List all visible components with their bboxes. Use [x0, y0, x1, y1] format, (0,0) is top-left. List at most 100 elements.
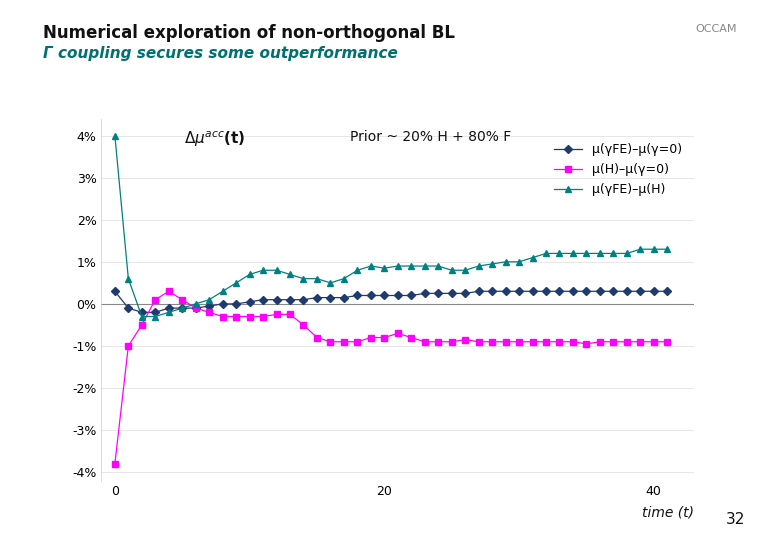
μ(γFE)–μ(H): [326, 280, 335, 286]
μ(γFE)–μ(γ=0): [164, 305, 173, 312]
μ(H)–μ(γ=0): [232, 313, 241, 320]
μ(γFE)–μ(H): [339, 275, 349, 282]
μ(H)–μ(γ=0): [353, 339, 362, 345]
μ(γFE)–μ(γ=0): [124, 305, 133, 312]
μ(H)–μ(γ=0): [393, 330, 402, 336]
μ(γFE)–μ(H): [299, 275, 308, 282]
μ(γFE)–μ(γ=0): [595, 288, 604, 294]
μ(H)–μ(γ=0): [434, 339, 443, 345]
μ(γFE)–μ(γ=0): [474, 288, 484, 294]
μ(γFE)–μ(H): [366, 263, 375, 269]
μ(γFE)–μ(γ=0): [582, 288, 591, 294]
μ(γFE)–μ(γ=0): [608, 288, 618, 294]
Line: μ(γFE)–μ(H): μ(γFE)–μ(H): [112, 132, 671, 320]
μ(H)–μ(γ=0): [299, 322, 308, 328]
μ(H)–μ(γ=0): [662, 339, 672, 345]
μ(γFE)–μ(H): [151, 313, 160, 320]
μ(γFE)–μ(γ=0): [555, 288, 564, 294]
μ(H)–μ(γ=0): [420, 339, 430, 345]
μ(γFE)–μ(γ=0): [460, 290, 470, 296]
μ(γFE)–μ(H): [191, 301, 200, 307]
μ(γFE)–μ(H): [528, 254, 537, 261]
Text: Prior ~ 20% H + 80% F: Prior ~ 20% H + 80% F: [350, 130, 512, 144]
Legend: μ(γFE)–μ(γ=0), μ(H)–μ(γ=0), μ(γFE)–μ(H): μ(γFE)–μ(γ=0), μ(H)–μ(γ=0), μ(γFE)–μ(H): [555, 143, 682, 196]
μ(γFE)–μ(γ=0): [326, 294, 335, 301]
μ(H)–μ(γ=0): [312, 334, 321, 341]
μ(γFE)–μ(H): [164, 309, 173, 315]
μ(γFE)–μ(H): [285, 271, 295, 278]
μ(γFE)–μ(H): [582, 250, 591, 256]
μ(H)–μ(γ=0): [622, 339, 632, 345]
μ(γFE)–μ(H): [488, 261, 497, 267]
Text: Γ coupling secures some outperformance: Γ coupling secures some outperformance: [43, 46, 398, 61]
Text: time (t): time (t): [642, 506, 694, 520]
μ(γFE)–μ(γ=0): [636, 288, 645, 294]
μ(γFE)–μ(γ=0): [339, 294, 349, 301]
μ(H)–μ(γ=0): [178, 296, 187, 303]
μ(H)–μ(γ=0): [569, 339, 578, 345]
μ(γFE)–μ(γ=0): [447, 290, 456, 296]
μ(γFE)–μ(γ=0): [258, 296, 268, 303]
Line: μ(H)–μ(γ=0): μ(H)–μ(γ=0): [112, 288, 670, 467]
μ(γFE)–μ(H): [555, 250, 564, 256]
μ(H)–μ(γ=0): [366, 334, 375, 341]
μ(H)–μ(γ=0): [218, 313, 227, 320]
μ(H)–μ(γ=0): [258, 313, 268, 320]
μ(H)–μ(γ=0): [447, 339, 456, 345]
μ(γFE)–μ(H): [460, 267, 470, 273]
μ(γFE)–μ(H): [312, 275, 321, 282]
μ(γFE)–μ(γ=0): [406, 292, 416, 299]
μ(γFE)–μ(H): [420, 263, 430, 269]
μ(γFE)–μ(H): [434, 263, 443, 269]
μ(γFE)–μ(H): [218, 288, 227, 294]
μ(H)–μ(γ=0): [555, 339, 564, 345]
μ(γFE)–μ(H): [353, 267, 362, 273]
μ(H)–μ(γ=0): [636, 339, 645, 345]
μ(γFE)–μ(γ=0): [366, 292, 375, 299]
Text: OCCAM: OCCAM: [696, 24, 737, 35]
μ(γFE)–μ(γ=0): [272, 296, 282, 303]
μ(H)–μ(γ=0): [595, 339, 604, 345]
μ(γFE)–μ(H): [393, 263, 402, 269]
μ(H)–μ(γ=0): [191, 305, 200, 312]
μ(γFE)–μ(H): [380, 265, 389, 272]
μ(γFE)–μ(γ=0): [528, 288, 537, 294]
μ(γFE)–μ(H): [245, 271, 254, 278]
μ(H)–μ(γ=0): [339, 339, 349, 345]
μ(H)–μ(γ=0): [514, 339, 523, 345]
μ(H)–μ(γ=0): [528, 339, 537, 345]
μ(H)–μ(γ=0): [124, 343, 133, 349]
μ(γFE)–μ(γ=0): [353, 292, 362, 299]
μ(γFE)–μ(γ=0): [218, 301, 227, 307]
μ(H)–μ(γ=0): [582, 341, 591, 347]
μ(H)–μ(γ=0): [460, 336, 470, 343]
μ(H)–μ(γ=0): [245, 313, 254, 320]
μ(H)–μ(γ=0): [380, 334, 389, 341]
Line: μ(γFE)–μ(γ=0): μ(γFE)–μ(γ=0): [112, 288, 670, 315]
μ(H)–μ(γ=0): [488, 339, 497, 345]
μ(γFE)–μ(γ=0): [285, 296, 295, 303]
μ(γFE)–μ(γ=0): [434, 290, 443, 296]
μ(H)–μ(γ=0): [204, 309, 214, 315]
μ(γFE)–μ(γ=0): [110, 288, 119, 294]
μ(γFE)–μ(H): [636, 246, 645, 253]
μ(γFE)–μ(H): [501, 259, 510, 265]
μ(γFE)–μ(H): [608, 250, 618, 256]
μ(γFE)–μ(γ=0): [137, 309, 147, 315]
μ(γFE)–μ(H): [406, 263, 416, 269]
μ(γFE)–μ(γ=0): [380, 292, 389, 299]
μ(H)–μ(γ=0): [164, 288, 173, 294]
μ(H)–μ(γ=0): [608, 339, 618, 345]
μ(H)–μ(γ=0): [649, 339, 658, 345]
μ(γFE)–μ(γ=0): [299, 296, 308, 303]
μ(γFE)–μ(γ=0): [649, 288, 658, 294]
μ(γFE)–μ(H): [649, 246, 658, 253]
μ(γFE)–μ(γ=0): [488, 288, 497, 294]
μ(H)–μ(γ=0): [541, 339, 551, 345]
μ(γFE)–μ(γ=0): [151, 309, 160, 315]
μ(γFE)–μ(γ=0): [393, 292, 402, 299]
μ(γFE)–μ(γ=0): [204, 303, 214, 309]
μ(γFE)–μ(γ=0): [569, 288, 578, 294]
μ(γFE)–μ(γ=0): [245, 299, 254, 305]
μ(H)–μ(γ=0): [137, 322, 147, 328]
